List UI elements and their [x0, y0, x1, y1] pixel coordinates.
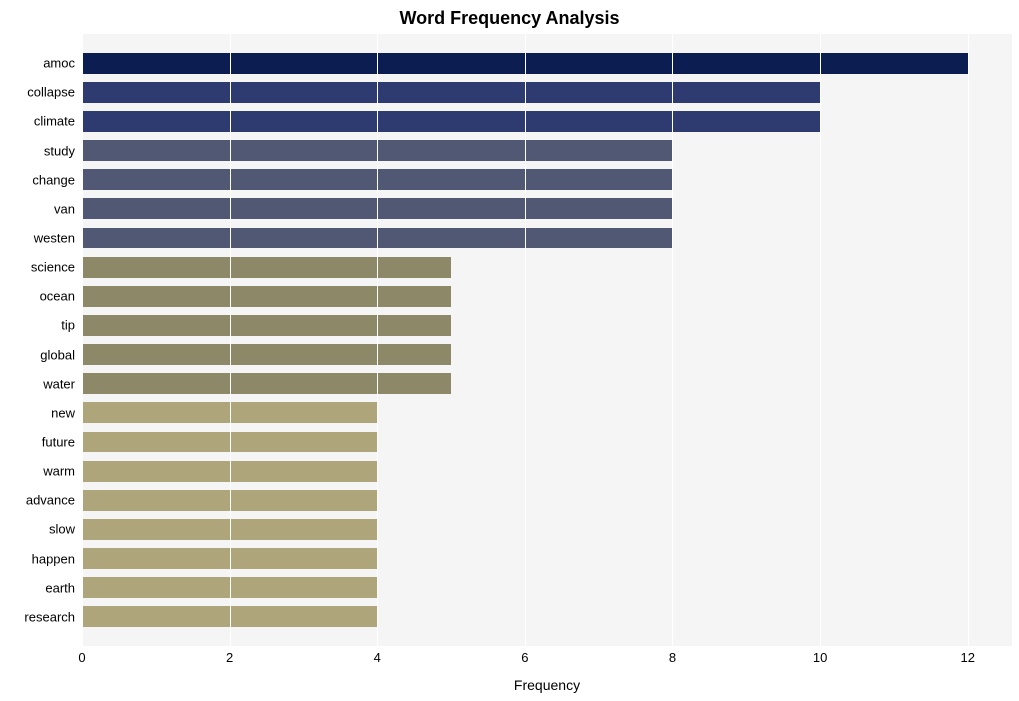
y-tick-label: happen	[32, 551, 75, 566]
word-frequency-chart: Word Frequency Analysis Frequency 0 2 4 6 8 1…	[0, 0, 1019, 701]
y-tick-label: van	[54, 201, 75, 216]
x-tick-label: 10	[813, 650, 827, 665]
x-tick-label: 12	[960, 650, 974, 665]
bars-layer	[82, 34, 1012, 646]
gridline	[377, 34, 378, 646]
gridline	[82, 34, 83, 646]
x-tick-label: 6	[521, 650, 528, 665]
x-tick-label: 8	[669, 650, 676, 665]
y-tick-label: study	[44, 143, 75, 158]
bar	[82, 344, 451, 365]
chart-title: Word Frequency Analysis	[0, 8, 1019, 29]
x-axis-label: Frequency	[82, 677, 1012, 693]
y-tick-label: research	[24, 609, 75, 624]
y-tick-label: amoc	[43, 56, 75, 71]
plot-area	[82, 34, 1012, 646]
bar	[82, 373, 451, 394]
y-tick-label: warm	[43, 464, 75, 479]
y-tick-label: ocean	[40, 289, 75, 304]
y-tick-label: change	[32, 172, 75, 187]
bar	[82, 286, 451, 307]
y-tick-label: westen	[34, 231, 75, 246]
y-tick-label: collapse	[27, 85, 75, 100]
gridline	[968, 34, 969, 646]
y-tick-label: earth	[45, 580, 75, 595]
y-tick-label: tip	[61, 318, 75, 333]
x-tick-label: 0	[78, 650, 85, 665]
y-tick-label: advance	[26, 493, 75, 508]
y-tick-label: new	[51, 405, 75, 420]
x-tick-label: 4	[374, 650, 381, 665]
y-tick-label: slow	[49, 522, 75, 537]
x-tick-label: 2	[226, 650, 233, 665]
y-tick-label: water	[43, 376, 75, 391]
gridline	[230, 34, 231, 646]
bar	[82, 111, 820, 132]
gridline	[525, 34, 526, 646]
gridline	[820, 34, 821, 646]
y-tick-label: global	[40, 347, 75, 362]
gridline	[672, 34, 673, 646]
bar	[82, 82, 820, 103]
y-tick-label: science	[31, 260, 75, 275]
bar	[82, 315, 451, 336]
y-tick-label: climate	[34, 114, 75, 129]
bar	[82, 257, 451, 278]
y-tick-label: future	[42, 435, 75, 450]
